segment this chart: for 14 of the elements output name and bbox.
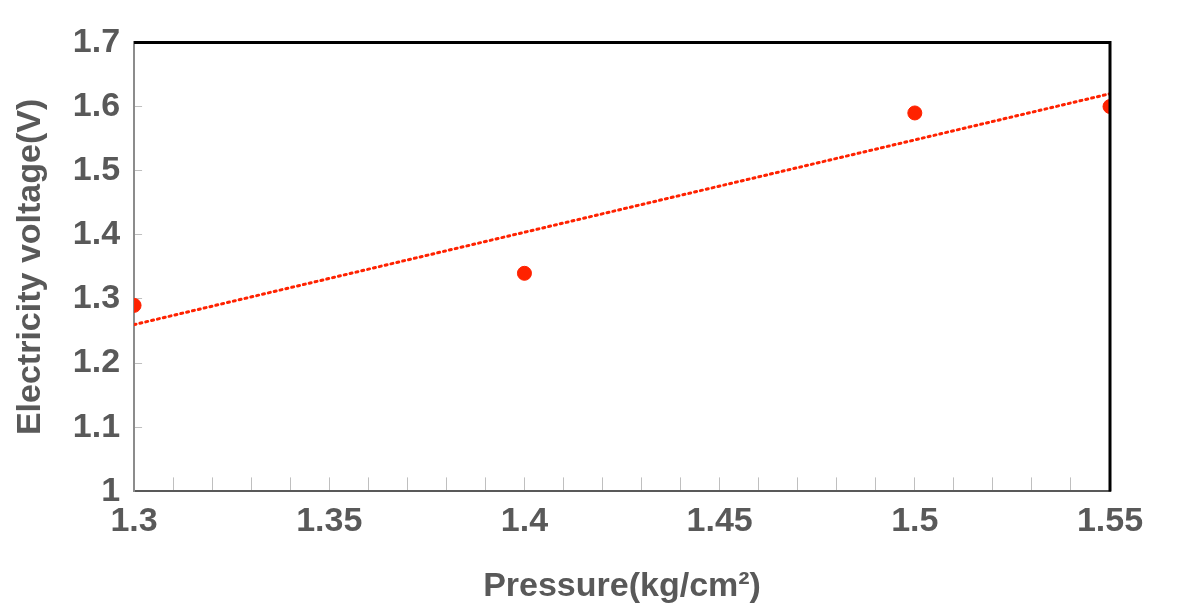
x-tick-label: 1.35 bbox=[296, 500, 363, 539]
x-tick-label: 1.45 bbox=[686, 500, 753, 539]
y-tick-label: 1.5 bbox=[72, 149, 121, 188]
y-tick-label: 1.1 bbox=[72, 405, 121, 444]
x-tick-label: 1.4 bbox=[500, 500, 549, 539]
x-tick-label: 1.5 bbox=[891, 500, 939, 539]
y-tick-label: 1.3 bbox=[72, 277, 121, 316]
y-tick-label: 1.4 bbox=[72, 213, 121, 252]
x-tick-label: 1.55 bbox=[1076, 500, 1144, 539]
y-tick-label: 1.7 bbox=[72, 20, 121, 59]
y-axis-title: Electricity voltage(V) bbox=[8, 98, 47, 436]
x-axis-title: Pressure(kg/cm²) bbox=[483, 564, 761, 603]
y-tick-label: 1.6 bbox=[72, 84, 121, 123]
y-tick-label: 1.2 bbox=[72, 341, 121, 380]
